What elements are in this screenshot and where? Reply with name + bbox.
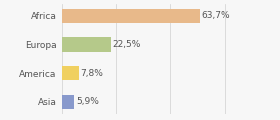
Bar <box>62 95 74 109</box>
Bar <box>62 66 79 80</box>
Bar <box>62 9 200 23</box>
Text: 5,9%: 5,9% <box>76 97 99 106</box>
Text: 7,8%: 7,8% <box>80 69 103 78</box>
Text: 22,5%: 22,5% <box>112 40 141 49</box>
Bar <box>62 37 111 52</box>
Text: 63,7%: 63,7% <box>202 11 230 20</box>
